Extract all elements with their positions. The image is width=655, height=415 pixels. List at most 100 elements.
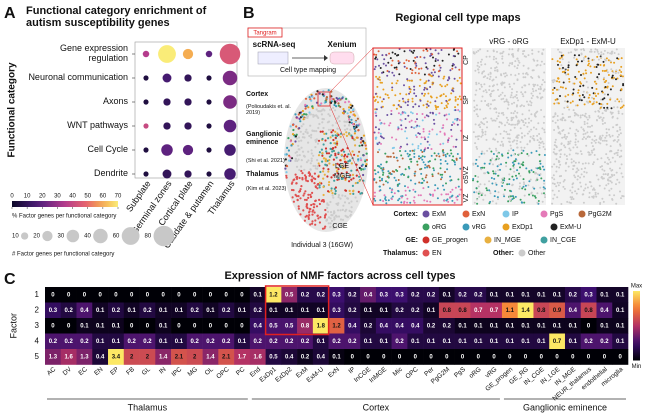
cell-label: 0 xyxy=(146,323,150,329)
cell-dot xyxy=(453,161,456,164)
cell-dot xyxy=(311,95,314,98)
cell-dot xyxy=(311,220,314,223)
cell-dot xyxy=(451,89,454,92)
cell-dot xyxy=(395,107,398,110)
cell-label: 0.2 xyxy=(348,292,357,298)
cell-dot xyxy=(433,152,436,155)
cell-dot xyxy=(622,195,625,198)
cell-dot xyxy=(356,181,359,184)
cell-dot xyxy=(322,126,325,130)
cell-label: 0 xyxy=(193,292,197,298)
cell-dot xyxy=(324,163,327,166)
cell-dot xyxy=(597,92,600,95)
cell-dot xyxy=(556,88,558,91)
cell-dot xyxy=(519,141,522,143)
cell-dot xyxy=(567,66,570,69)
cell-dot xyxy=(445,199,448,202)
heatmap-cell xyxy=(549,287,566,303)
cell-dot xyxy=(307,196,310,199)
cell-dot xyxy=(333,142,336,145)
heatmap-cell xyxy=(391,318,408,334)
cell-dot xyxy=(449,149,452,152)
heatmap-cell xyxy=(375,349,392,365)
cell-dot xyxy=(501,177,504,180)
cell-dot xyxy=(585,100,588,103)
cell-dot xyxy=(511,48,514,51)
cell-dot xyxy=(611,85,614,88)
cell-dot xyxy=(405,137,408,140)
cell-dot xyxy=(385,64,387,67)
cell-dot xyxy=(599,64,602,66)
cell-dot xyxy=(350,169,353,172)
cell-dot xyxy=(500,74,503,77)
cell-dot xyxy=(440,49,443,51)
cell-dot xyxy=(424,138,427,141)
cell-dot xyxy=(523,134,526,137)
cell-dot xyxy=(337,215,341,218)
cell-dot xyxy=(490,117,493,120)
cell-dot xyxy=(413,126,415,129)
cell-dot xyxy=(483,83,486,86)
layer-label: VZ xyxy=(463,193,470,203)
cell-dot xyxy=(378,119,381,122)
cell-dot xyxy=(361,163,364,166)
cell-dot xyxy=(604,122,606,124)
cell-label: 0.1 xyxy=(380,339,389,345)
cell-dot xyxy=(382,62,385,65)
cell-dot xyxy=(415,62,417,65)
heatmap-cell xyxy=(45,318,62,334)
cell-dot xyxy=(513,126,516,129)
cell-dot xyxy=(291,196,294,199)
cell-dot xyxy=(404,150,407,153)
cell-dot xyxy=(417,132,420,135)
cell-dot xyxy=(452,145,455,148)
colorbar-label: % Factor genes per functional category xyxy=(12,214,116,220)
cell-dot xyxy=(424,92,426,95)
cell-dot xyxy=(475,113,478,116)
cell-dot xyxy=(551,120,554,123)
cell-dot xyxy=(530,169,533,172)
cell-dot xyxy=(580,126,583,129)
cell-dot xyxy=(584,162,587,165)
cell-dot xyxy=(571,183,574,186)
heatmap-cell xyxy=(438,287,455,303)
x-tick-label: OPC xyxy=(215,366,231,381)
cell-label: 0.5 xyxy=(269,323,278,329)
cell-dot xyxy=(475,104,478,107)
heatmap-cell xyxy=(533,349,550,365)
cell-dot xyxy=(486,50,489,52)
cell-dot xyxy=(556,102,559,104)
cell-dot xyxy=(414,120,417,123)
cell-dot xyxy=(583,123,586,126)
cell-dot xyxy=(472,52,475,55)
cell-dot xyxy=(519,175,522,177)
cell-dot xyxy=(619,128,622,131)
cell-dot xyxy=(351,123,354,126)
cell-label: 0 xyxy=(477,354,481,360)
cell-dot xyxy=(313,203,316,206)
cell-label: 0.1 xyxy=(537,339,546,345)
cell-dot xyxy=(483,123,486,126)
cell-label: 0.1 xyxy=(175,339,184,345)
cell-dot xyxy=(344,101,347,104)
cell-dot xyxy=(299,188,302,191)
cell-dot xyxy=(510,73,512,76)
cell-dot xyxy=(574,161,577,164)
heatmap-cell xyxy=(312,302,329,319)
cell-dot xyxy=(353,113,356,116)
cell-dot xyxy=(404,168,407,171)
cell-dot xyxy=(481,192,484,195)
x-tick-label: OPC xyxy=(404,366,420,381)
cell-dot xyxy=(478,123,481,126)
cell-dot xyxy=(603,106,606,109)
cell-dot xyxy=(555,165,558,168)
cell-dot xyxy=(530,104,533,107)
cell-dot xyxy=(492,50,495,53)
cell-dot xyxy=(443,75,446,78)
cell-label: 0.1 xyxy=(254,292,263,298)
cell-dot xyxy=(400,106,403,109)
cell-dot xyxy=(327,216,331,219)
cell-dot xyxy=(449,69,452,72)
cell-dot xyxy=(533,195,536,198)
arrow-head xyxy=(324,55,328,61)
